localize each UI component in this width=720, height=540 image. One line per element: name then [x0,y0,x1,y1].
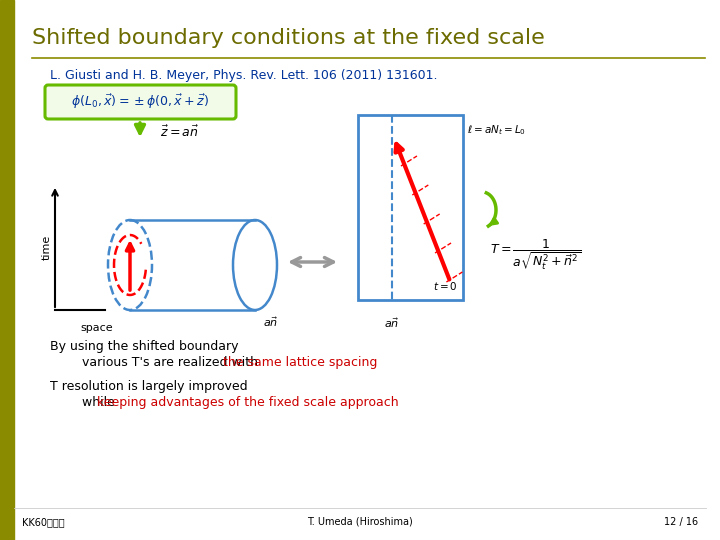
FancyArrowPatch shape [395,144,449,279]
Text: Shifted boundary conditions at the fixed scale: Shifted boundary conditions at the fixed… [32,28,545,48]
Text: T. Umeda (Hiroshima): T. Umeda (Hiroshima) [307,517,413,527]
Text: $a\vec{n}$: $a\vec{n}$ [384,316,400,330]
Text: the same lattice spacing: the same lattice spacing [223,356,377,369]
FancyArrowPatch shape [135,123,145,133]
Text: $t = 0$: $t = 0$ [433,280,458,292]
Text: $T = \dfrac{1}{a\sqrt{N_t^2 + \vec{n}^2}}$: $T = \dfrac{1}{a\sqrt{N_t^2 + \vec{n}^2}… [490,238,581,272]
Text: L. Giusti and H. B. Meyer, Phys. Rev. Lett. 106 (2011) 131601.: L. Giusti and H. B. Meyer, Phys. Rev. Le… [50,69,438,82]
Text: $\ell = aN_t = L_0$: $\ell = aN_t = L_0$ [467,123,526,137]
FancyArrowPatch shape [489,218,498,226]
Text: time: time [42,234,52,260]
Text: KK60研究会: KK60研究会 [22,517,65,527]
Text: various T's are realized with: various T's are realized with [50,356,262,369]
Bar [358,115,463,300]
Text: By using the shifted boundary: By using the shifted boundary [50,340,238,353]
FancyArrowPatch shape [292,258,333,266]
Text: $\phi(L_0, \vec{x}) = \pm\phi(0, \vec{x} + \vec{z})$: $\phi(L_0, \vec{x}) = \pm\phi(0, \vec{x}… [71,93,209,111]
Text: while: while [50,396,119,409]
Text: keeping advantages of the fixed scale approach: keeping advantages of the fixed scale ap… [97,396,399,409]
Text: $a\vec{n}$: $a\vec{n}$ [263,315,279,329]
FancyBboxPatch shape [45,85,236,119]
FancyArrowPatch shape [127,244,134,290]
Bar [0,0,14,540]
Text: $\vec{z} = a\vec{n}$: $\vec{z} = a\vec{n}$ [160,124,199,140]
Text: T resolution is largely improved: T resolution is largely improved [50,380,248,393]
Text: 12 / 16: 12 / 16 [664,517,698,527]
Text: space: space [80,323,112,333]
